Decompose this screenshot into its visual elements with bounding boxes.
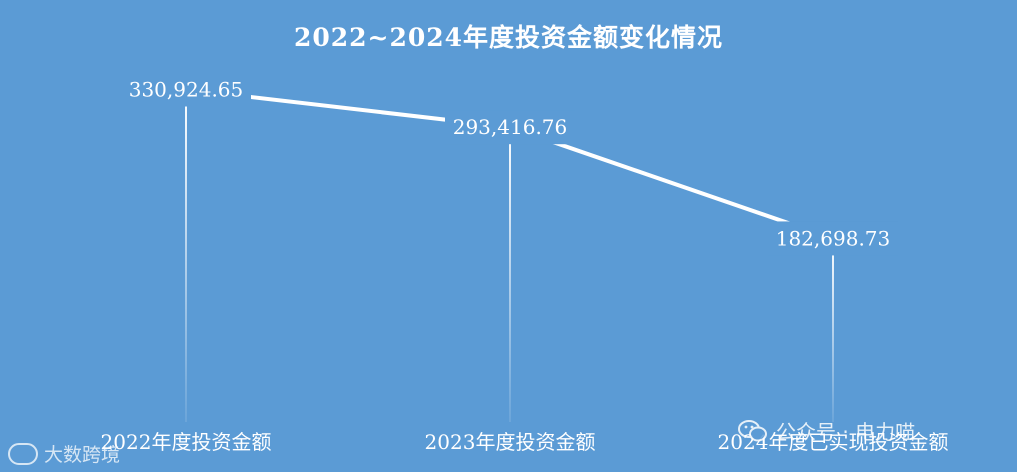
category-label-2: 2023年度投资金额 <box>425 430 596 454</box>
brand-logo-icon <box>8 442 38 465</box>
watermark-left-text: 大数跨境 <box>44 444 121 466</box>
watermark-right: 公众号 · 电力喵 <box>738 416 915 445</box>
drop-line-2 <box>509 127 511 422</box>
watermark-left: 大数跨境 <box>8 440 120 467</box>
drop-line-3 <box>832 238 834 422</box>
watermark-right-text: 公众号 · 电力喵 <box>776 420 916 444</box>
drop-line-1 <box>185 89 187 423</box>
data-label-3: 182,698.73 <box>776 226 891 250</box>
category-label-1: 2022年度投资金额 <box>101 430 272 454</box>
data-label-2: 293,416.76 <box>453 115 568 139</box>
chart-title: 2022~2024年度投资金额变化情况 <box>293 23 724 52</box>
data-label-bg-3 <box>768 221 898 256</box>
data-label-bg-2 <box>445 110 575 145</box>
data-label-1: 330,924.65 <box>129 77 244 101</box>
data-label-bg-1 <box>121 72 251 107</box>
wechat-icon <box>738 419 767 441</box>
